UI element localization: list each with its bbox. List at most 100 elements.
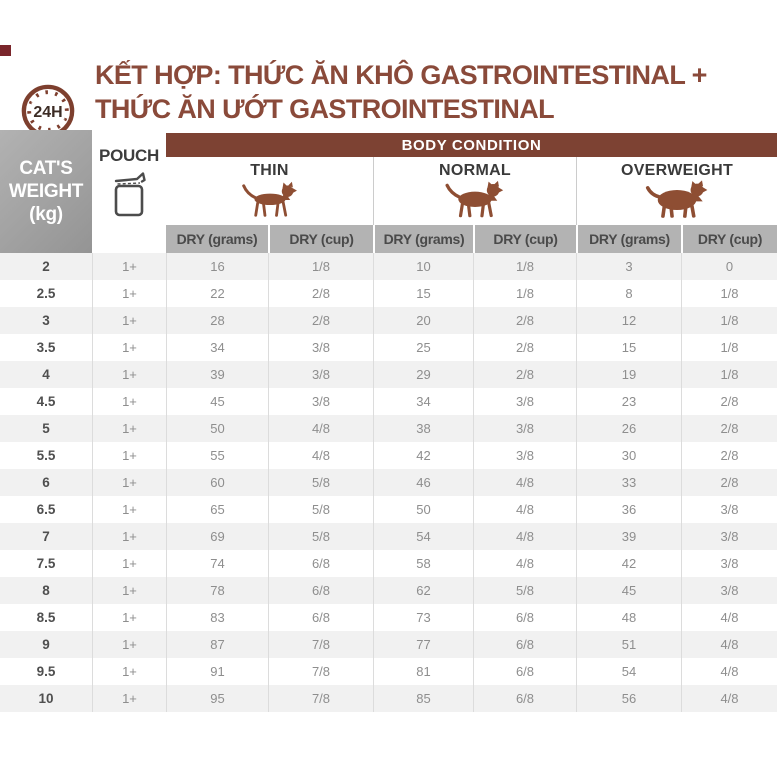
value-cell: 33	[576, 469, 681, 496]
value-cell: 1/8	[473, 253, 576, 280]
value-cell: 4/8	[681, 631, 777, 658]
pouch-icon	[114, 172, 146, 217]
weight-cell: 9	[42, 637, 50, 652]
value-cell: 20	[373, 307, 473, 334]
value-cell: 2/8	[681, 415, 777, 442]
weight-cell: 9.5	[36, 664, 56, 679]
value-cell: 62	[373, 577, 473, 604]
value-cell: 28	[166, 307, 268, 334]
value-cell: 1+	[92, 307, 166, 334]
value-cell: 2/8	[473, 334, 576, 361]
value-cell: 10	[373, 253, 473, 280]
value-cell: 23	[576, 388, 681, 415]
value-cell: 1/8	[681, 334, 777, 361]
value-cell: 56	[576, 685, 681, 712]
value-cell: 6/8	[268, 604, 373, 631]
value-cell: 4/8	[268, 442, 373, 469]
value-cell: 26	[576, 415, 681, 442]
title-line-2: THỨC ĂN ƯỚT GASTROINTESTINAL	[95, 94, 555, 124]
value-cell: 3/8	[681, 577, 777, 604]
value-cell: 15	[373, 280, 473, 307]
value-cell: 81	[373, 658, 473, 685]
value-cell: 1+	[92, 496, 166, 523]
value-cell: 1/8	[681, 307, 777, 334]
value-cell: 87	[166, 631, 268, 658]
value-cell: 15	[576, 334, 681, 361]
value-cell: 5/8	[268, 496, 373, 523]
value-cell: 22	[166, 280, 268, 307]
value-cell: 50	[166, 415, 268, 442]
value-cell: 25	[373, 334, 473, 361]
weight-cell: 6	[42, 475, 50, 490]
value-cell: 5/8	[268, 469, 373, 496]
subheader-dry-grams: DRY (grams)	[166, 225, 268, 253]
condition-overweight: OVERWEIGHT	[576, 157, 777, 225]
body-condition-header: BODY CONDITION	[166, 133, 777, 157]
value-cell: 8	[576, 280, 681, 307]
weight-cell: 8	[42, 583, 50, 598]
value-cell: 6/8	[268, 577, 373, 604]
value-cell: 7/8	[268, 631, 373, 658]
value-cell: 54	[576, 658, 681, 685]
value-cell: 78	[166, 577, 268, 604]
condition-thin: THIN	[166, 157, 373, 225]
value-cell: 3/8	[681, 523, 777, 550]
table-row: 6 1+ 60 5/8 46 4/8 33 2/8	[0, 469, 777, 496]
value-cell: 1+	[92, 685, 166, 712]
clock-label: 24H	[33, 104, 62, 121]
value-cell: 19	[576, 361, 681, 388]
value-cell: 3	[576, 253, 681, 280]
weight-cell: 8.5	[36, 610, 56, 625]
title-line-1: KẾT HỢP: THỨC ĂN KHÔ GASTROINTESTINAL +	[95, 60, 707, 90]
value-cell: 2/8	[681, 442, 777, 469]
value-cell: 1+	[92, 334, 166, 361]
value-cell: 2/8	[473, 361, 576, 388]
value-cell: 51	[576, 631, 681, 658]
table-row: 3 1+ 28 2/8 20 2/8 12 1/8	[0, 307, 777, 334]
thin-cat-icon	[241, 181, 297, 217]
value-cell: 1+	[92, 442, 166, 469]
value-cell: 7/8	[268, 658, 373, 685]
value-cell: 2/8	[681, 388, 777, 415]
subheader-dry-grams: DRY (grams)	[373, 225, 473, 253]
value-cell: 1+	[92, 523, 166, 550]
value-cell: 4/8	[473, 496, 576, 523]
value-cell: 1+	[92, 631, 166, 658]
value-cell: 1+	[92, 253, 166, 280]
value-cell: 2/8	[268, 307, 373, 334]
subheader-dry-cup: DRY (cup)	[681, 225, 777, 253]
value-cell: 4/8	[473, 469, 576, 496]
value-cell: 1/8	[473, 280, 576, 307]
value-cell: 1+	[92, 604, 166, 631]
condition-label: THIN	[250, 162, 289, 179]
table-row: 5.5 1+ 55 4/8 42 3/8 30 2/8	[0, 442, 777, 469]
value-cell: 6/8	[268, 550, 373, 577]
condition-label: OVERWEIGHT	[620, 162, 734, 179]
value-cell: 34	[373, 388, 473, 415]
value-cell: 2/8	[473, 307, 576, 334]
value-cell: 3/8	[473, 388, 576, 415]
weight-cell: 10	[38, 691, 54, 706]
weight-cell: 4.5	[36, 394, 56, 409]
weight-header-cell: CAT'S WEIGHT (kg)	[0, 130, 92, 253]
value-cell: 39	[166, 361, 268, 388]
value-cell: 74	[166, 550, 268, 577]
subheader-dry-cup: DRY (cup)	[268, 225, 373, 253]
value-cell: 12	[576, 307, 681, 334]
value-cell: 3/8	[681, 550, 777, 577]
value-cell: 39	[576, 523, 681, 550]
value-cell: 38	[373, 415, 473, 442]
value-cell: 54	[373, 523, 473, 550]
value-cell: 5/8	[268, 523, 373, 550]
value-cell: 1+	[92, 658, 166, 685]
table-row: 7 1+ 69 5/8 54 4/8 39 3/8	[0, 523, 777, 550]
value-cell: 3/8	[681, 496, 777, 523]
value-cell: 6/8	[473, 631, 576, 658]
pouch-label: POUCH	[99, 146, 159, 165]
value-cell: 48	[576, 604, 681, 631]
value-cell: 1/8	[681, 280, 777, 307]
weight-cell: 6.5	[36, 502, 56, 517]
value-cell: 34	[166, 334, 268, 361]
weight-cell: 5.5	[36, 448, 56, 463]
value-cell: 7/8	[268, 685, 373, 712]
